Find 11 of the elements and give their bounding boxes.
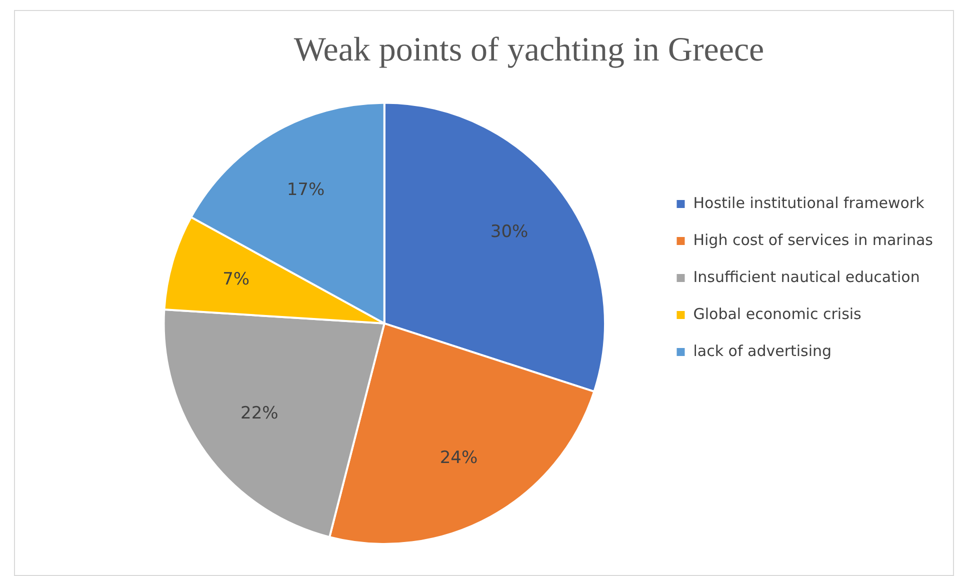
legend-label: lack of advertising	[693, 342, 832, 360]
legend-label: Insufficient nautical education	[693, 268, 920, 286]
data-label: 7%	[222, 270, 250, 290]
data-label: 24%	[440, 448, 478, 468]
legend-label: High cost of services in marinas	[693, 230, 934, 249]
data-label: 22%	[240, 404, 278, 424]
legend-label: Global economic crisis	[693, 304, 862, 323]
chart-title: Weak points of yachting in Greece	[294, 31, 764, 68]
legend-label: Hostile institutional framework	[693, 194, 925, 212]
data-label: 30%	[490, 222, 528, 242]
data-label: 17%	[286, 180, 325, 200]
